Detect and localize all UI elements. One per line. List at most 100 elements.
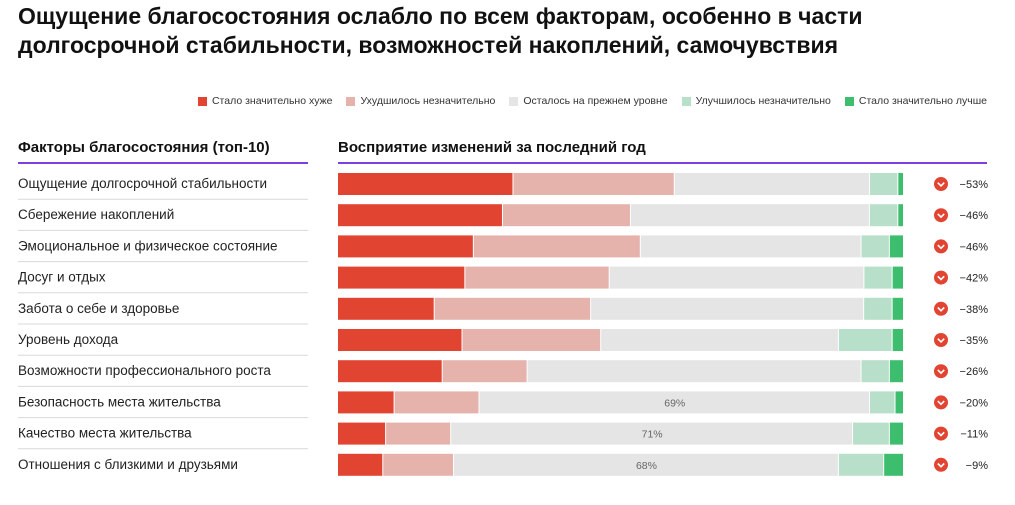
bar-segment-slightly-better xyxy=(838,453,884,476)
net-change-value: −53% xyxy=(960,179,989,191)
bar-segment-same xyxy=(451,422,853,445)
bar-segment-much-worse xyxy=(338,329,462,351)
chevron-down-icon xyxy=(937,400,945,406)
decrease-icon xyxy=(934,364,948,379)
bar-segment-slightly-better xyxy=(869,204,898,227)
factor-label: Забота о себе и здоровье xyxy=(18,301,179,316)
factor-label: Сбережение накоплений xyxy=(18,207,174,222)
factor-label: Возможности профессионального роста xyxy=(18,363,271,378)
bar-segment-slightly-better xyxy=(838,329,892,351)
bar-segment-slightly-worse xyxy=(383,453,454,476)
bar-segment-same xyxy=(454,453,838,476)
bar-segment-slightly-worse xyxy=(394,391,479,414)
net-change-value: −42% xyxy=(960,273,989,285)
chevron-down-icon xyxy=(937,213,945,219)
net-change-value: −26% xyxy=(960,366,989,378)
bar-segment-much-better xyxy=(898,204,903,227)
bar-segment-much-worse xyxy=(338,391,394,414)
bar-segment-much-better xyxy=(895,391,903,414)
bar-segment-much-better xyxy=(892,297,903,320)
bar-segment-slightly-better xyxy=(870,391,895,414)
bar-segment-much-worse xyxy=(338,453,383,476)
bar-segment-much-worse xyxy=(338,204,502,227)
net-change-value: −35% xyxy=(960,335,989,347)
bar-segment-slightly-better xyxy=(861,360,889,383)
bar-segment-slightly-worse xyxy=(513,173,674,195)
factor-label: Досуг и отдых xyxy=(18,270,106,285)
bar-segment-slightly-worse xyxy=(465,266,609,289)
decrease-icon xyxy=(934,426,948,441)
bar-segment-much-better xyxy=(884,453,903,476)
legend-item-much-worse: Стало значительно хуже xyxy=(197,95,333,107)
net-change-value: −20% xyxy=(960,397,989,409)
chevron-down-icon xyxy=(937,275,945,281)
chevron-down-icon xyxy=(937,462,945,468)
legend-label: Ухудшилось незначительно xyxy=(360,95,496,107)
factor-label: Отношения с близкими и друзьями xyxy=(18,457,238,472)
bar-segment-much-better xyxy=(898,173,903,195)
net-change-value: −11% xyxy=(960,429,988,441)
bar-segment-slightly-worse xyxy=(386,422,451,445)
bar-segment-much-better xyxy=(892,266,903,289)
factor-label: Эмоциональное и физическое состояние xyxy=(18,238,278,253)
decrease-icon xyxy=(934,301,948,316)
bar-segment-much-better xyxy=(889,360,903,383)
bar-segment-slightly-worse xyxy=(473,235,640,258)
segment-value-label: 68% xyxy=(636,460,657,472)
legend-swatch xyxy=(509,96,519,106)
bar-segment-much-worse xyxy=(338,173,513,195)
bar-segment-much-better xyxy=(889,422,903,445)
chevron-down-icon xyxy=(937,338,945,344)
bar-segment-same xyxy=(479,391,870,414)
factor-label: Уровень дохода xyxy=(18,332,119,347)
bar-segment-slightly-better xyxy=(870,173,898,195)
bar-segment-same xyxy=(601,329,838,351)
factor-label: Безопасность места жительства xyxy=(18,394,221,409)
net-change-value: −46% xyxy=(960,241,989,253)
bar-segment-slightly-better xyxy=(853,422,889,445)
bar-segment-much-worse xyxy=(338,235,473,258)
bar-segment-same xyxy=(640,235,861,258)
net-change-value: −46% xyxy=(960,210,989,222)
bar-segment-much-better xyxy=(889,235,903,258)
decrease-icon xyxy=(934,333,948,347)
segment-value-label: 69% xyxy=(664,397,685,409)
legend-item-slightly-worse: Ухудшилось незначительно xyxy=(346,95,495,107)
legend-label: Стало значительно хуже xyxy=(211,95,333,107)
bar-segment-much-worse xyxy=(338,422,386,445)
legend: Стало значительно хуже Ухудшилось незнач… xyxy=(197,95,987,107)
legend-swatch xyxy=(844,96,854,106)
net-change-value: −9% xyxy=(966,460,989,472)
legend-swatch xyxy=(681,96,691,106)
decrease-icon xyxy=(934,457,948,472)
bar-segment-same xyxy=(591,297,864,320)
chevron-down-icon xyxy=(937,182,945,188)
chevron-down-icon xyxy=(937,306,945,312)
factors-column-header: Факторы благосостояния (топ-10) xyxy=(18,139,308,164)
legend-label: Улучшилось незначительно xyxy=(695,95,831,107)
bar-segment-slightly-better xyxy=(864,266,892,289)
segment-value-label: 71% xyxy=(642,429,663,441)
legend-item-slightly-better: Улучшилось незначительно xyxy=(681,95,831,107)
decrease-icon xyxy=(934,395,948,410)
bar-segment-same xyxy=(674,173,870,195)
chart-title: Ощущение благосостояния ослабло по всем … xyxy=(18,3,863,58)
bar-segment-slightly-better xyxy=(864,297,892,320)
chevron-down-icon xyxy=(937,431,945,437)
net-change-value: −38% xyxy=(960,304,989,316)
bar-segment-same xyxy=(527,360,861,383)
chevron-down-icon xyxy=(937,244,945,250)
decrease-icon xyxy=(934,239,948,254)
legend-swatch xyxy=(346,96,356,106)
bar-segment-same xyxy=(630,204,869,227)
decrease-icon xyxy=(934,208,948,223)
chevron-down-icon xyxy=(937,369,945,375)
factor-label: Качество места жительства xyxy=(18,426,192,441)
factor-label: Ощущение долгосрочной стабильности xyxy=(18,176,267,191)
bar-segment-slightly-better xyxy=(861,235,889,258)
decrease-icon xyxy=(934,270,948,285)
bar-segment-slightly-worse xyxy=(462,329,601,351)
legend-label: Осталось на прежнем уровне xyxy=(523,95,668,107)
bar-segment-much-worse xyxy=(338,360,442,383)
